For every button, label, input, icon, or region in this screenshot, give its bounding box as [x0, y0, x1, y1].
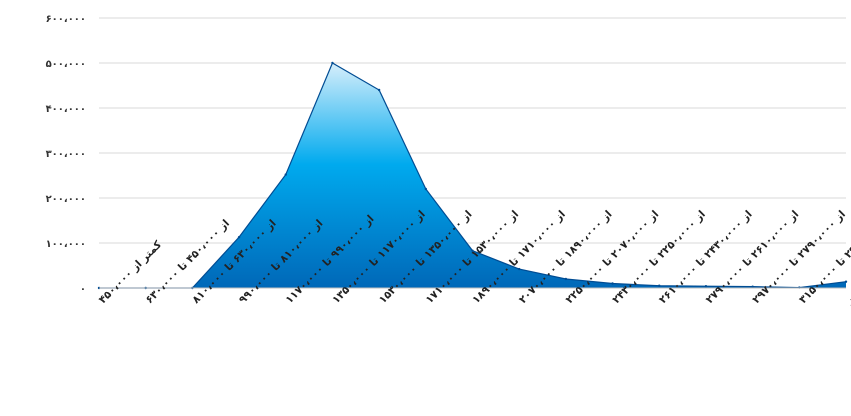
y-tick-label: ۳۰۰،۰۰۰ — [46, 149, 86, 160]
data-point — [331, 61, 334, 65]
gridlines — [99, 17, 846, 289]
data-point — [611, 282, 614, 285]
x-tick-label: از ۲۶۱۰،۰۰۰ تا ۲۷۹۰،۰۰۰ — [704, 208, 802, 306]
y-tick-label: ۲۰۰،۰۰۰ — [46, 194, 86, 205]
data-point — [424, 187, 428, 191]
y-tick-label: ۰ — [80, 284, 86, 295]
data-point — [751, 285, 754, 288]
x-tick-label: از ۲۷۹۰،۰۰۰ تا ۲۹۷۰،۰۰۰ — [750, 208, 848, 306]
data-point — [704, 285, 708, 288]
y-tick-label: ۶۰۰،۰۰۰ — [46, 14, 86, 25]
data-point — [844, 280, 848, 283]
y-tick-label: ۵۰۰،۰۰۰ — [46, 59, 86, 70]
x-tick-label: از ۲۴۳۰،۰۰۰ تا ۲۶۱۰،۰۰۰ — [657, 208, 755, 306]
y-tick-label: ۱۰۰،۰۰۰ — [46, 239, 86, 250]
data-point — [658, 284, 661, 287]
data-point — [564, 277, 568, 281]
y-axis-ticks: ۰ ۱۰۰،۰۰۰ ۲۰۰،۰۰۰ ۳۰۰،۰۰۰ ۴۰۰،۰۰۰ ۵۰۰،۰۰۰ ۶۰۰،… — [46, 14, 86, 295]
data-point — [471, 249, 474, 252]
y-tick-label: ۴۰۰،۰۰۰ — [46, 104, 86, 115]
series-area — [99, 63, 846, 288]
data-point — [377, 88, 381, 92]
x-tick-label: از ۲۰۷۰،۰۰۰ تا ۲۲۵۰،۰۰۰ — [564, 208, 662, 306]
x-tick-label: از ۱۸۹۰،۰۰۰ تا ۲۰۷۰،۰۰۰ — [517, 208, 615, 306]
plot-area — [97, 61, 848, 290]
data-point — [284, 173, 287, 176]
x-tick-label: از ۲۲۵۰،۰۰۰ تا ۲۴۳۰،۰۰۰ — [610, 208, 708, 306]
data-point — [517, 267, 521, 271]
data-point — [237, 235, 241, 239]
